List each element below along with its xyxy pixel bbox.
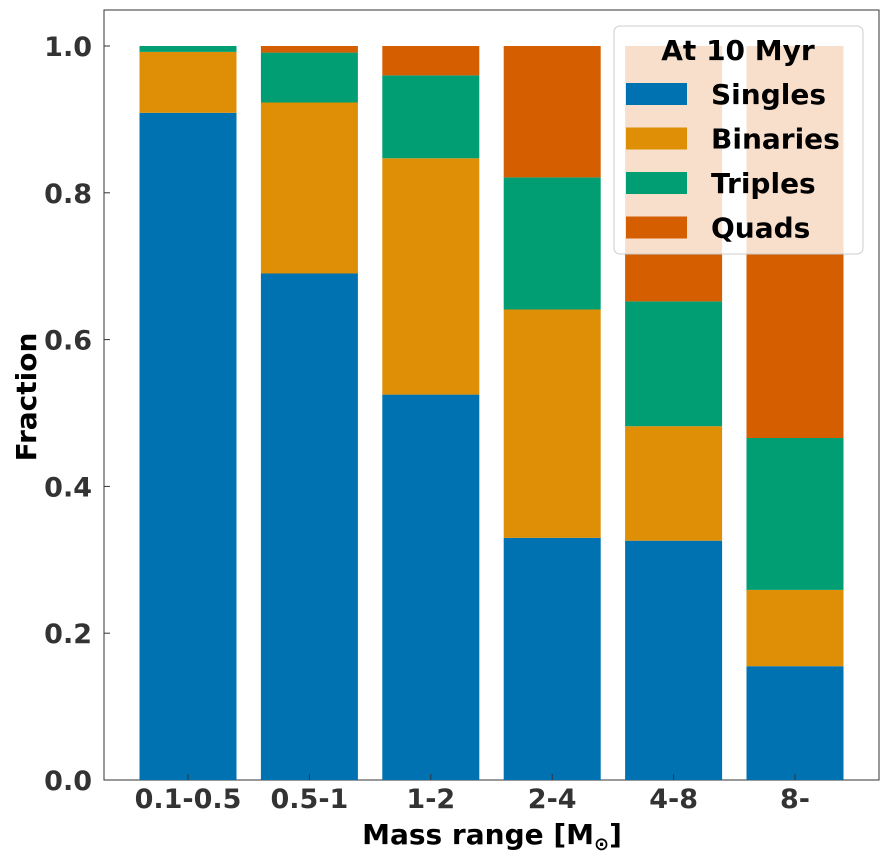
- bar-binaries-4: [625, 426, 723, 541]
- x-axis-label: Mass range [M⊙]: [362, 818, 622, 855]
- bar-binaries-2: [382, 158, 480, 395]
- x-tick-label: 0.5-1: [270, 784, 348, 815]
- bar-quads-2: [382, 46, 480, 76]
- bar-singles-0: [139, 112, 237, 781]
- y-tick-label: 0.0: [44, 766, 92, 797]
- legend-items: Singles Binaries Triples Quads: [626, 78, 840, 245]
- legend-swatch-quads: [626, 216, 687, 239]
- x-tick-label: 8-: [780, 784, 810, 815]
- bar-binaries-3: [503, 309, 601, 538]
- bar-singles-1: [260, 273, 358, 780]
- legend-swatch-binaries: [626, 127, 687, 150]
- bar-triples-3: [503, 177, 601, 310]
- bar-quads-3: [503, 46, 601, 178]
- x-tick-label: 4-8: [649, 784, 698, 815]
- legend: At 10 Myr Singles Binaries Triples Quads: [613, 25, 864, 255]
- bar-triples-2: [382, 75, 480, 159]
- bar-triples-4: [625, 301, 723, 427]
- y-tick-label: 0.4: [44, 472, 92, 503]
- legend-title: At 10 Myr: [661, 34, 815, 67]
- bar-binaries-1: [260, 102, 358, 274]
- bar-triples-0: [139, 46, 237, 52]
- y-tick-label: 0.2: [44, 619, 92, 650]
- y-ticks: 0.0 0.2 0.4 0.6 0.8 1.0: [44, 32, 110, 797]
- y-tick-label: 1.0: [44, 32, 92, 63]
- x-axis-label-main: Mass range [M: [362, 818, 594, 851]
- x-axis-label-end: ]: [609, 818, 622, 851]
- bar-binaries-0: [139, 51, 237, 113]
- bar-triples-5: [746, 438, 844, 590]
- bar-quads-1: [260, 46, 358, 53]
- x-axis-label-subscript: ⊙: [594, 834, 609, 855]
- bar-singles-4: [625, 540, 723, 780]
- x-ticks: 0.1-0.5 0.5-1 1-2 2-4 4-8 8-: [135, 774, 810, 815]
- bar-triples-1: [260, 52, 358, 103]
- bar-binaries-5: [746, 589, 844, 667]
- y-tick-label: 0.8: [44, 179, 92, 210]
- bar-singles-2: [382, 394, 480, 780]
- bar-singles-3: [503, 537, 601, 780]
- legend-label-quads: Quads: [711, 212, 810, 245]
- legend-label-singles: Singles: [711, 78, 826, 111]
- bar-singles-5: [746, 666, 844, 780]
- x-tick-label: 2-4: [528, 784, 577, 815]
- y-axis-label: Fraction: [10, 333, 43, 462]
- x-tick-label: 1-2: [406, 784, 455, 815]
- plot-frame: [103, 9, 880, 781]
- legend-swatch-singles: [626, 83, 687, 105]
- legend-label-triples: Triples: [711, 167, 816, 200]
- legend-swatch-triples: [626, 172, 687, 194]
- legend-label-binaries: Binaries: [711, 123, 840, 156]
- y-tick-label: 0.6: [44, 326, 92, 357]
- x-tick-label: 0.1-0.5: [135, 784, 242, 815]
